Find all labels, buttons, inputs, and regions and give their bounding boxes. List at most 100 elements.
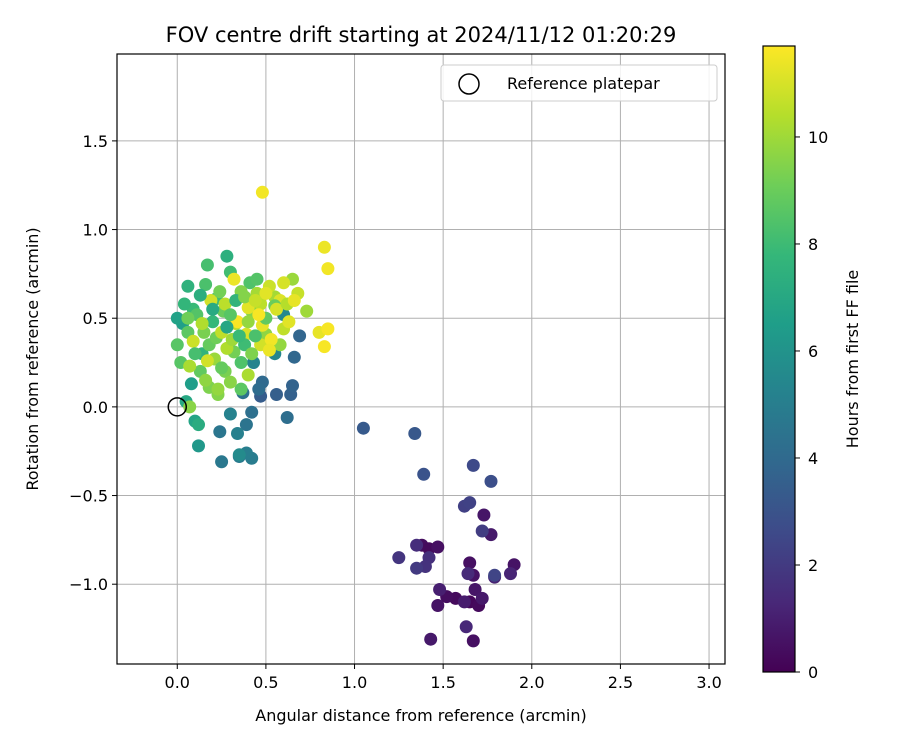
scatter-point [270,388,283,401]
scatter-point [356,421,370,435]
colorbar-ticks: 0 2 4 6 8 10 [795,128,828,682]
scatter-point [466,458,480,472]
scatter-point [186,334,200,348]
colorbar-label: Hours from first FF file [843,270,862,449]
scatter-point [282,315,296,329]
scatter-point [232,329,246,343]
x-tick-label: 2.0 [519,673,544,692]
y-tick-label: 1.5 [83,132,108,151]
scatter-point [199,278,213,291]
scatter-point [227,272,241,286]
scatter-point [264,333,278,346]
scatter-point [286,379,299,393]
scatter-point [321,322,335,336]
scatter-point [270,302,283,316]
scatter-point [262,343,276,357]
scatter-point [231,427,244,440]
scatter-point [200,258,214,272]
scatter-point [245,347,259,361]
x-axis-label: Angular distance from reference (arcmin) [255,706,586,725]
y-tick-label: −0.5 [69,487,108,506]
scatter-point [431,599,445,612]
scatter-point [410,561,424,575]
y-tick-label: −1.0 [69,575,108,594]
scatter-point [252,308,266,322]
scatter-point [177,297,191,311]
scatter-point [255,185,269,199]
scatter-point [461,567,475,581]
scatter-points [170,185,521,648]
scatter-point [200,354,214,368]
scatter-point [259,286,273,300]
reference-platepar-marker [167,397,188,417]
scatter-point [170,338,184,352]
x-tick-label: 1.0 [342,673,367,692]
scatter-point [392,551,406,565]
x-tick-label: 0.0 [165,673,190,692]
y-tick-label: 1.0 [83,221,108,240]
scatter-point [193,288,207,302]
scatter-point [488,568,502,582]
scatter-point [463,496,477,510]
scatter-point [245,405,259,419]
x-tick-label: 1.5 [430,673,455,692]
scatter-point [234,382,248,396]
scatter-point [475,591,489,605]
scatter-point [317,340,331,354]
scatter-point [321,262,335,276]
scatter-point [188,347,202,361]
legend-entry-reference-platepar: Reference platepar [507,74,660,93]
scatter-point [248,294,262,307]
colorbar-tick-label: 8 [808,235,818,254]
scatter-point [170,311,184,325]
scatter-point [211,382,225,396]
x-axis-ticks: 0.0 0.5 1.0 1.5 2.0 2.5 3.0 [165,664,722,692]
x-tick-label: 3.0 [696,673,721,692]
scatter-point [181,311,195,325]
colorbar-tick-label: 0 [808,663,818,682]
scatter-point [417,467,431,481]
colorbar [762,45,796,673]
scatter-point [234,356,248,369]
scatter-point [213,425,227,439]
scatter-point [287,350,301,364]
scatter-point [424,632,438,646]
scatter-point [463,556,477,570]
x-tick-label: 2.5 [608,673,633,692]
scatter-point [184,377,198,391]
scatter-point [215,361,229,375]
y-tick-label: 0.5 [83,309,108,328]
colorbar-tick-label: 2 [808,556,818,575]
scatter-point [241,368,255,382]
scatter-point [408,427,422,440]
scatter-point [238,290,252,304]
scatter-point [317,240,331,254]
y-tick-label: 0.0 [83,398,108,417]
scatter-point [192,439,205,453]
scatter-point [484,474,498,488]
scatter-point [468,583,482,596]
scatter-point [223,375,237,389]
scatter-point [183,359,197,373]
grid-lines [117,54,725,664]
plot-frame [116,53,726,665]
legend: Reference platepar [440,64,718,102]
scatter-point [431,540,445,554]
scatter-point [223,407,237,421]
scatter-point [241,315,255,329]
scatter-point [459,620,473,634]
colorbar-tick-label: 10 [808,128,828,147]
scatter-point [223,308,237,322]
legend-box [440,64,718,102]
scatter-point [457,595,471,609]
scatter-point [293,329,307,343]
scatter-point [181,279,195,293]
scatter-point [199,373,213,387]
scatter-point [232,448,246,462]
scatter-point [477,508,491,522]
scatter-point [300,304,314,318]
y-axis-label: Rotation from reference (arcmin) [23,227,42,490]
scatter-point [250,272,264,286]
scatter-point [192,418,205,432]
scatter-point [220,320,234,334]
